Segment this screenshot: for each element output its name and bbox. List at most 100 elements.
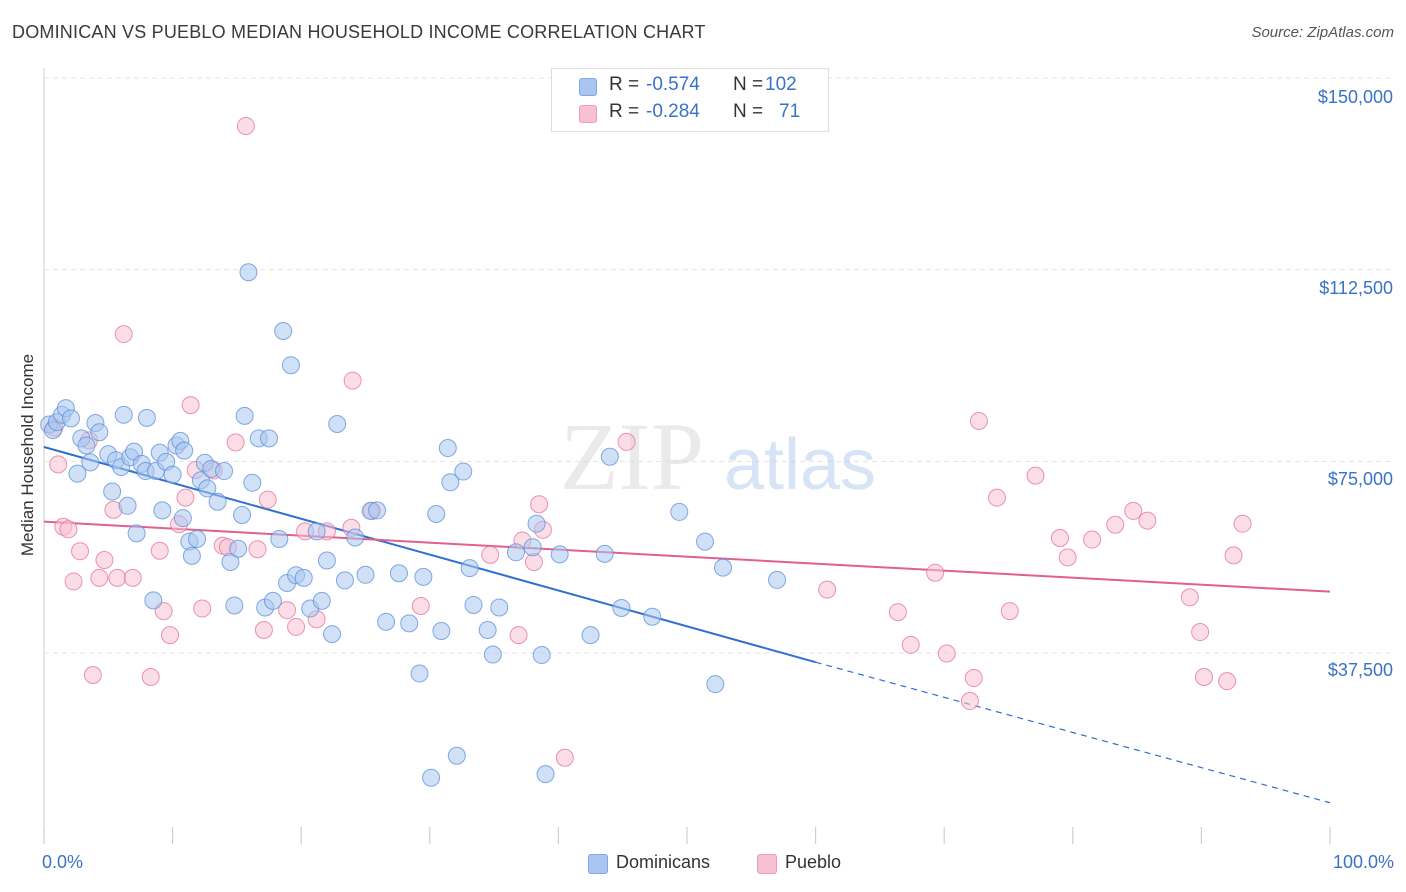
data-point-pueblo <box>555 748 574 767</box>
data-point-dominicans <box>550 545 569 564</box>
data-point-dominicans <box>215 462 234 481</box>
data-point-pueblo <box>888 603 907 622</box>
n-value-pueblo: 71 <box>779 101 801 122</box>
data-point-dominicans <box>62 409 81 428</box>
data-point-pueblo <box>1138 511 1157 530</box>
data-point-dominicans <box>410 664 429 683</box>
data-point-pueblo <box>90 568 109 587</box>
y-tick-label-150000: $150,000 <box>1317 87 1393 107</box>
data-point-pueblo <box>1050 529 1069 547</box>
data-point-pueblo <box>71 542 90 561</box>
data-point-dominicans <box>221 553 240 572</box>
data-point-dominicans <box>77 436 96 455</box>
data-point-pueblo <box>1026 466 1045 485</box>
data-point-dominicans <box>643 607 662 626</box>
data-point-pueblo <box>818 580 837 599</box>
data-point-dominicans <box>328 415 347 434</box>
data-point-dominicans <box>490 598 509 617</box>
legend-label-dominicans: Dominicans <box>616 852 711 872</box>
data-point-pueblo <box>1083 530 1102 549</box>
data-point-pueblo <box>530 495 549 514</box>
data-point-dominicans <box>81 453 100 472</box>
data-point-dominicans <box>464 595 483 614</box>
data-point-pueblo <box>254 621 273 639</box>
data-point-pueblo <box>937 644 956 663</box>
data-point-dominicans <box>346 528 365 547</box>
data-point-dominicans <box>208 492 227 511</box>
data-point-pueblo <box>901 635 920 654</box>
data-point-dominicans <box>173 509 192 528</box>
data-point-pueblo <box>617 432 636 451</box>
n-value-dominicans: 102 <box>765 74 797 95</box>
r-value-pueblo: -0.284 <box>646 101 700 122</box>
watermark-atlas: atlas <box>724 425 876 505</box>
data-point-dominicans <box>581 626 600 645</box>
y-tick-label-112500: $112,500 <box>1319 278 1393 298</box>
data-point-dominicans <box>312 591 331 610</box>
data-point-pueblo <box>176 488 195 507</box>
y-tick-label-75000: $75,000 <box>1327 469 1393 489</box>
data-point-dominicans <box>163 465 182 484</box>
data-point-pueblo <box>926 563 945 582</box>
data-point-pueblo <box>964 669 983 688</box>
data-point-dominicans <box>323 625 342 644</box>
data-point-pueblo <box>1194 668 1213 687</box>
data-point-pueblo <box>161 626 180 645</box>
x-tick-label-min: 0.0% <box>42 852 84 872</box>
data-point-dominicans <box>233 506 252 524</box>
data-point-dominicans <box>670 502 689 521</box>
data-point-dominicans <box>414 567 433 586</box>
data-point-dominicans <box>114 405 133 424</box>
data-point-pueblo <box>1124 501 1143 520</box>
data-point-pueblo <box>1000 602 1019 621</box>
trend-line-pueblo <box>43 520 1331 593</box>
data-point-dominicans <box>427 504 446 523</box>
data-point-pueblo <box>1058 548 1077 567</box>
data-point-dominicans <box>274 322 293 340</box>
data-point-pueblo <box>1191 623 1210 642</box>
data-point-dominicans <box>460 559 479 578</box>
data-point-dominicans <box>182 546 201 565</box>
data-point-dominicans <box>137 408 156 427</box>
data-point-pueblo <box>1106 515 1125 534</box>
data-point-pueblo <box>278 601 297 620</box>
n-label: N = <box>733 74 764 95</box>
data-point-pueblo <box>969 411 988 430</box>
y-tick-label-37500: $37,500 <box>1327 660 1393 680</box>
dominicans-swatch-icon <box>579 78 597 96</box>
data-point-pueblo <box>236 117 255 136</box>
data-point-pueblo <box>960 692 979 711</box>
data-point-dominicans <box>478 621 497 639</box>
data-point-pueblo <box>95 550 114 569</box>
r-value-dominicans: -0.574 <box>646 74 700 95</box>
data-point-dominicans <box>714 558 733 577</box>
data-point-pueblo <box>141 668 160 687</box>
data-point-pueblo <box>108 568 127 587</box>
data-point-pueblo <box>287 617 306 636</box>
data-point-dominicans <box>188 530 207 549</box>
r-label: R = <box>609 74 640 95</box>
watermark: ZIP atlas <box>560 403 876 510</box>
data-point-dominicans <box>377 612 396 631</box>
x-tick-label-max: 100.0% <box>1332 852 1394 872</box>
data-point-dominicans <box>483 645 502 664</box>
data-point-dominicans <box>153 501 172 520</box>
data-point-dominicans <box>68 464 87 483</box>
data-point-dominicans <box>317 551 336 570</box>
data-point-dominicans <box>90 423 109 442</box>
data-point-pueblo <box>1233 514 1252 533</box>
data-point-dominicans <box>447 746 466 765</box>
data-point-dominicans <box>235 406 254 425</box>
data-point-pueblo <box>987 488 1006 507</box>
data-point-dominicans <box>243 473 262 492</box>
data-point-pueblo <box>343 371 362 390</box>
n-label: N = <box>733 101 764 122</box>
data-point-dominicans <box>696 532 715 551</box>
data-point-pueblo <box>1180 588 1199 607</box>
data-point-pueblo <box>1224 546 1243 565</box>
data-point-pueblo <box>150 541 169 560</box>
data-point-dominicans <box>523 538 542 557</box>
data-point-dominicans <box>198 479 217 498</box>
data-point-dominicans <box>532 646 551 665</box>
data-point-pueblo <box>64 572 83 591</box>
